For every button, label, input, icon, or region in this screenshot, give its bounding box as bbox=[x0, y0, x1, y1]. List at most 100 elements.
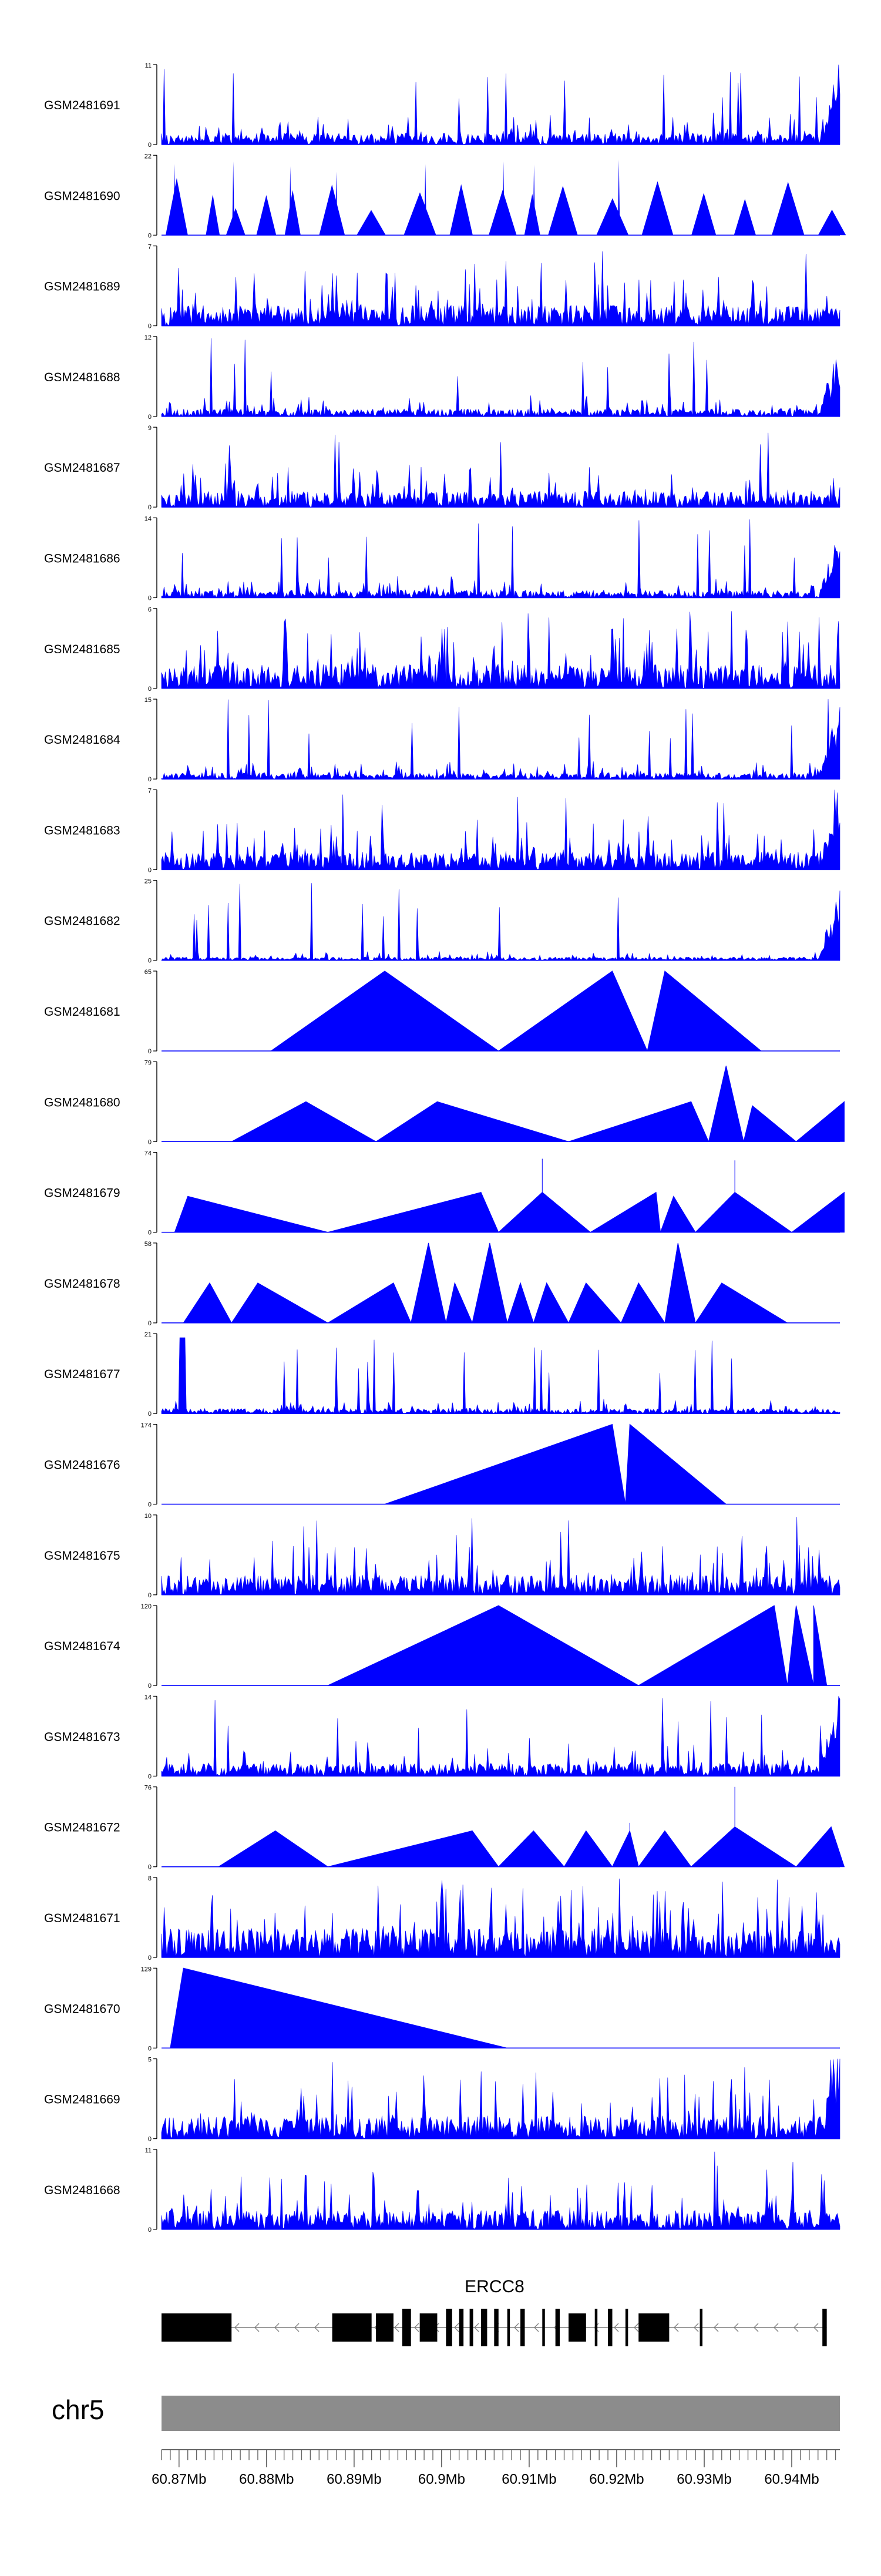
strand-arrow bbox=[774, 2323, 779, 2332]
coverage-segment bbox=[328, 1830, 499, 1868]
track-label: GSM2481669 bbox=[44, 2093, 120, 2107]
coverage-segment bbox=[813, 1606, 828, 1686]
y-tick-max-label: 14 bbox=[144, 516, 152, 523]
y-tick-max-label: 11 bbox=[145, 62, 152, 69]
track-GSM2481670: GSM2481670 129 0 bbox=[44, 1966, 840, 2052]
track-label: GSM2481674 bbox=[44, 1640, 120, 1653]
track-label: GSM2481677 bbox=[44, 1368, 120, 1381]
axis-tick-label: 60.88Mb bbox=[239, 2471, 294, 2487]
track-GSM2481676: GSM2481676 174 0 bbox=[44, 1422, 840, 1509]
coverage-area bbox=[161, 338, 840, 417]
coverage-area bbox=[161, 2058, 840, 2140]
y-tick-min-label: 0 bbox=[148, 142, 152, 149]
y-tick-max-label: 7 bbox=[148, 787, 152, 794]
exon bbox=[638, 2313, 670, 2342]
coverage-segment bbox=[524, 194, 540, 236]
exon bbox=[459, 2309, 464, 2346]
y-tick-min-label: 0 bbox=[148, 232, 152, 239]
track-label: GSM2481676 bbox=[44, 1459, 120, 1472]
track-GSM2481680: GSM2481680 79 0 bbox=[44, 1059, 845, 1146]
strand-arrow bbox=[714, 2323, 719, 2332]
coverage-segment bbox=[563, 1830, 613, 1868]
track-label: GSM2481684 bbox=[44, 733, 120, 747]
track-label: GSM2481675 bbox=[44, 1549, 120, 1563]
coverage-area bbox=[161, 64, 840, 145]
y-tick-max-label: 174 bbox=[141, 1422, 152, 1429]
axis-tick-label: 60.87Mb bbox=[152, 2471, 206, 2487]
coverage-area bbox=[161, 790, 840, 870]
coverage-segment bbox=[327, 1282, 412, 1324]
coverage-segment bbox=[625, 1423, 727, 1504]
y-tick-max-label: 6 bbox=[148, 606, 152, 613]
axis-tick-label: 60.94Mb bbox=[764, 2471, 819, 2487]
y-tick-min-label: 0 bbox=[148, 1592, 152, 1599]
track-label: GSM2481678 bbox=[44, 1277, 120, 1291]
coverage-segment bbox=[174, 1195, 328, 1233]
track-GSM2481677: GSM2481677 21 0 bbox=[44, 1331, 840, 1418]
coverage-area bbox=[161, 432, 840, 508]
coverage-segment bbox=[641, 181, 674, 236]
coverage-segment bbox=[694, 1191, 793, 1233]
track-GSM2481690: GSM2481690 22 0 bbox=[44, 153, 846, 239]
coverage-segment bbox=[206, 194, 220, 236]
coverage-segment bbox=[506, 1282, 534, 1324]
track-label: GSM2481688 bbox=[44, 371, 120, 384]
y-tick-min-label: 0 bbox=[148, 414, 152, 421]
coverage-segment bbox=[596, 198, 629, 236]
track-GSM2481675: GSM2481675 10 0 bbox=[44, 1513, 840, 1599]
gene-name: ERCC8 bbox=[465, 2277, 524, 2296]
coverage-segment bbox=[183, 1282, 233, 1324]
coverage-segment bbox=[690, 1826, 798, 1868]
track-label: GSM2481687 bbox=[44, 461, 120, 475]
coverage-segment bbox=[357, 210, 386, 236]
strand-arrow bbox=[614, 2323, 619, 2332]
coverage-spike bbox=[173, 164, 176, 236]
track-GSM2481674: GSM2481674 120 0 bbox=[44, 1603, 840, 1690]
y-tick-max-label: 65 bbox=[144, 969, 152, 976]
exon bbox=[332, 2313, 372, 2342]
strand-arrow bbox=[514, 2323, 519, 2332]
coverage-segment bbox=[638, 1830, 692, 1868]
track-GSM2481679: GSM2481679 74 0 bbox=[44, 1150, 845, 1237]
y-tick-max-label: 10 bbox=[144, 1513, 152, 1520]
strand-arrow bbox=[793, 2323, 799, 2332]
coverage-spike bbox=[232, 161, 235, 236]
exon bbox=[446, 2309, 452, 2346]
coverage-segment bbox=[497, 1830, 565, 1868]
coverage-area bbox=[161, 1878, 840, 1958]
y-tick-min-label: 0 bbox=[148, 866, 152, 874]
coverage-segment bbox=[795, 1101, 845, 1142]
coverage-area bbox=[161, 1696, 840, 1777]
coverage-segment bbox=[611, 1830, 639, 1868]
coverage-segment bbox=[691, 193, 717, 236]
exon bbox=[594, 2309, 598, 2346]
coverage-segment bbox=[660, 1195, 696, 1233]
track-GSM2481668: GSM2481668 11 0 bbox=[44, 2147, 840, 2234]
track-label: GSM2481671 bbox=[44, 1912, 120, 1925]
y-tick-max-label: 5 bbox=[148, 2057, 152, 2064]
exon bbox=[162, 2313, 232, 2342]
coverage-segment bbox=[795, 1826, 845, 1868]
coverage-area bbox=[161, 2151, 840, 2230]
track-GSM2481678: GSM2481678 58 0 bbox=[44, 1241, 840, 1327]
genome-axis: 60.87Mb 60.88Mb 60.89Mb 60.9Mb 60.91Mb 60.92M… bbox=[152, 2449, 840, 2487]
track-GSM2481669: GSM2481669 5 0 bbox=[44, 2057, 840, 2143]
y-tick-max-label: 11 bbox=[145, 2147, 152, 2154]
exon bbox=[542, 2309, 545, 2346]
track-GSM2481682: GSM2481682 25 0 bbox=[44, 878, 840, 965]
track-label: GSM2481682 bbox=[44, 915, 120, 928]
track-GSM2481672: GSM2481672 76 0 bbox=[44, 1785, 845, 1871]
track-GSM2481673: GSM2481673 14 0 bbox=[44, 1694, 840, 1780]
y-tick-max-label: 9 bbox=[148, 425, 152, 432]
coverage-segment bbox=[695, 1282, 789, 1324]
coverage-segment bbox=[403, 192, 436, 236]
coverage-segment bbox=[497, 1191, 591, 1233]
track-GSM2481686: GSM2481686 14 0 bbox=[44, 516, 840, 602]
strand-arrow bbox=[454, 2323, 459, 2332]
coverage-segment bbox=[772, 182, 805, 236]
track-GSM2481691: GSM2481691 11 0 bbox=[44, 62, 840, 149]
y-tick-min-label: 0 bbox=[148, 2226, 152, 2234]
coverage-segment bbox=[647, 970, 762, 1052]
track-label: GSM2481691 bbox=[44, 99, 120, 112]
